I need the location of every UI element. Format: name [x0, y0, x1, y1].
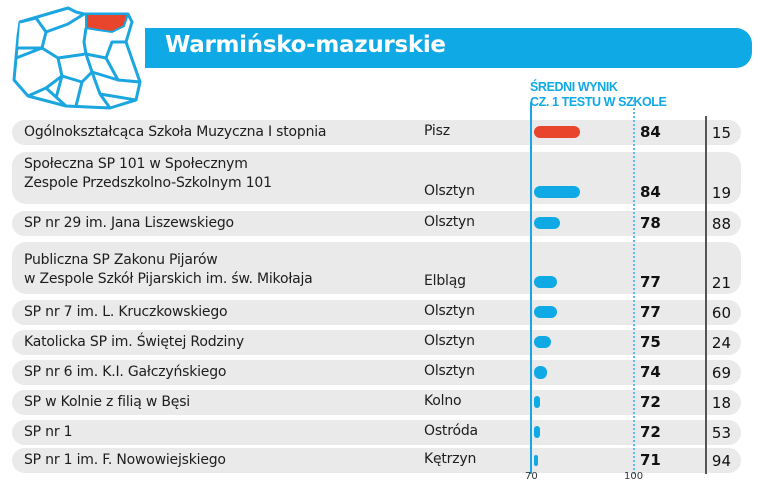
school-name: SP nr 1 im. F. Nowowiejskiego [24, 452, 226, 468]
city: Ostróda [424, 423, 478, 439]
axis-tick-100: 100 [624, 471, 644, 482]
city: Pisz [424, 123, 450, 139]
table-row: SP nr 1 im. F. Nowowiejskiego Kętrzyn 71… [12, 448, 741, 473]
rank-value: 60 [711, 304, 731, 322]
axis-line-100 [633, 100, 635, 474]
school-name: Katolicka SP im. Świętej Rodziny [24, 334, 244, 350]
score-column-header-line2: CZ. 1 TESTU W SZKOLE [530, 95, 667, 109]
score-value: 77 [640, 303, 661, 321]
school-name: SP nr 7 im. L. Kruczkowskiego [24, 304, 228, 320]
table-row: SP w Kolnie z filią w Bęsi Kolno 72 18 [12, 390, 741, 415]
axis-tick-70: 70 [525, 471, 538, 482]
score-value: 84 [640, 183, 661, 201]
rank-value: 19 [711, 184, 731, 202]
region-title-banner: Warmińsko-mazurskie [145, 28, 752, 68]
score-bar [534, 336, 551, 348]
score-bar [534, 126, 580, 138]
rank-column-separator [705, 116, 707, 474]
rank-value: 53 [711, 424, 731, 442]
score-bar [534, 186, 580, 198]
city: Olsztyn [424, 363, 475, 379]
score-value: 78 [640, 214, 661, 232]
school-name: Publiczna SP Zakonu Pijarów w Zespole Szk… [24, 252, 313, 287]
score-bar [534, 455, 538, 466]
table-row: SP nr 29 im. Jana Liszewskiego Olsztyn 7… [12, 211, 741, 236]
rank-value: 24 [711, 334, 731, 352]
score-value: 72 [640, 393, 661, 411]
school-name: Ogólnokształcąca Szkoła Muzyczna I stopn… [24, 124, 327, 140]
score-bar [534, 306, 557, 318]
rank-value: 69 [711, 364, 731, 382]
score-column-header: ŚREDNI WYNIK CZ. 1 TESTU W SZKOLE [530, 80, 667, 110]
city: Olsztyn [424, 214, 475, 230]
table-row: SP nr 7 im. L. Kruczkowskiego Olsztyn 77… [12, 300, 741, 325]
school-name: SP nr 6 im. K.I. Gałczyńskiego [24, 364, 227, 380]
region-title: Warmińsko-mazurskie [165, 32, 446, 58]
poland-voivodeships-map-icon [12, 6, 142, 110]
city: Olsztyn [424, 183, 475, 199]
city: Elbląg [424, 273, 466, 289]
score-bar [534, 217, 560, 229]
table-row: Ogólnokształcąca Szkoła Muzyczna I stopn… [12, 120, 741, 145]
score-bar [534, 366, 547, 379]
score-value: 74 [640, 363, 661, 381]
city: Olsztyn [424, 303, 475, 319]
rank-value: 94 [711, 452, 731, 470]
score-value: 72 [640, 423, 661, 441]
school-name: Społeczna SP 101 w Społecznym Zespole Prz… [24, 156, 272, 191]
rank-value: 18 [711, 394, 731, 412]
city: Kolno [424, 393, 462, 409]
city: Olsztyn [424, 333, 475, 349]
score-bar [534, 426, 540, 438]
school-name: SP nr 1 [24, 424, 73, 440]
school-name: SP nr 29 im. Jana Liszewskiego [24, 215, 234, 231]
school-name: SP w Kolnie z filią w Bęsi [24, 394, 190, 410]
table-row: SP nr 6 im. K.I. Gałczyńskiego Olsztyn 7… [12, 360, 741, 385]
table-row: Publiczna SP Zakonu Pijarów w Zespole Szk… [12, 242, 741, 294]
table-row: Katolicka SP im. Świętej Rodziny Olsztyn… [12, 330, 741, 355]
rank-value: 88 [711, 215, 731, 233]
rank-value: 15 [711, 124, 731, 142]
score-value: 84 [640, 123, 661, 141]
table-row: SP nr 1 Ostróda 72 53 [12, 420, 741, 445]
score-column-header-line1: ŚREDNI WYNIK [530, 80, 618, 94]
score-value: 71 [640, 451, 661, 469]
rank-value: 21 [711, 274, 731, 292]
score-value: 77 [640, 273, 661, 291]
score-bar [534, 276, 557, 288]
table-row: Społeczna SP 101 w Społecznym Zespole Prz… [12, 152, 741, 204]
axis-line-70 [530, 102, 532, 474]
score-value: 75 [640, 333, 661, 351]
city: Kętrzyn [424, 451, 477, 467]
score-bar [534, 396, 540, 408]
